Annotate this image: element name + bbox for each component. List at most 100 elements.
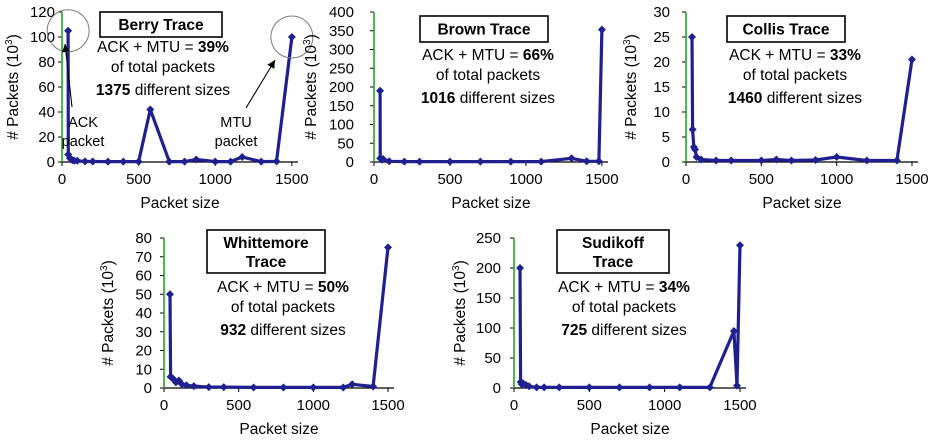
data-point xyxy=(540,383,549,392)
data-point xyxy=(238,153,247,161)
data-point xyxy=(309,383,318,392)
x-tick-label: 1500 xyxy=(723,397,756,414)
data-point xyxy=(180,157,189,166)
data-point xyxy=(732,381,741,390)
x-axis-label: Packet size xyxy=(451,195,530,212)
chart-title-box xyxy=(99,11,223,38)
y-tick-label: 300 xyxy=(329,42,354,59)
different-sizes: 1016 different sizes xyxy=(421,90,555,107)
data-point xyxy=(506,157,515,166)
chart-title: Trace xyxy=(246,254,287,271)
data-point xyxy=(582,157,591,166)
x-tick-label: 500 xyxy=(749,171,774,188)
y-axis-label: # Packets (103) xyxy=(99,260,117,366)
different-sizes-label: different sizes xyxy=(246,322,346,339)
chart-title: Brown Trace xyxy=(437,22,530,39)
ack-mtu-share: ACK + MTU = 66% xyxy=(422,47,554,64)
data-point xyxy=(165,157,174,166)
y-axis-label-close: ) xyxy=(100,260,117,265)
data-point xyxy=(165,290,174,299)
callout-arrow xyxy=(245,59,276,109)
ack-mtu-label: ACK + MTU = xyxy=(217,279,318,296)
y-tick-label: 150 xyxy=(329,98,354,115)
y-tick-label: 100 xyxy=(476,320,501,337)
data-point xyxy=(134,157,143,166)
y-tick-label: 15 xyxy=(653,79,670,96)
different-sizes: 932 different sizes xyxy=(220,322,346,339)
data-point xyxy=(189,382,198,391)
callout-label: ACK xyxy=(68,115,98,131)
data-point xyxy=(537,157,546,166)
ack-mtu-label: ACK + MTU = xyxy=(97,39,198,56)
data-point xyxy=(103,157,112,166)
x-tick-label: 500 xyxy=(577,397,602,414)
data-point xyxy=(369,382,378,391)
x-tick-label: 0 xyxy=(58,171,66,188)
chart-title: Trace xyxy=(593,254,634,271)
y-tick-label: 200 xyxy=(329,79,354,96)
ack-mtu-label: ACK + MTU = xyxy=(729,47,830,64)
x-tick-label: 1000 xyxy=(509,171,542,188)
y-tick-label: 20 xyxy=(38,129,55,146)
data-point xyxy=(348,380,357,389)
chart-title: Berry Trace xyxy=(118,17,204,34)
data-point xyxy=(772,155,781,164)
y-tick-label: 0 xyxy=(662,154,670,171)
of-total-packets: of total packets xyxy=(231,299,336,316)
different-sizes-count: 1375 xyxy=(96,82,131,99)
y-axis-label-text: # Packets (10 xyxy=(5,45,22,140)
y-tick-label: 0 xyxy=(144,380,152,397)
y-tick-label: 30 xyxy=(653,4,670,21)
different-sizes: 725 different sizes xyxy=(561,322,687,339)
x-tick-label: 0 xyxy=(682,171,690,188)
data-point xyxy=(675,383,684,392)
y-tick-label: 250 xyxy=(329,60,354,77)
data-point xyxy=(532,383,541,392)
data-point xyxy=(146,105,155,114)
x-axis-label: Packet size xyxy=(239,421,318,438)
ack-mtu-percent: 50% xyxy=(318,279,349,296)
y-tick-label: 100 xyxy=(329,117,354,134)
callout-label: packet xyxy=(215,134,258,150)
data-point xyxy=(445,157,454,166)
different-sizes-label: different sizes xyxy=(455,90,555,107)
y-tick-label: 50 xyxy=(484,350,501,367)
x-tick-label: 500 xyxy=(226,397,251,414)
data-point xyxy=(385,157,394,166)
chart-title-box xyxy=(726,15,846,43)
y-axis-label-close: ) xyxy=(303,34,320,39)
chart-panel: 0 20 40 60 80 100 120 0 500 1000 1500 Packet size # … xyxy=(4,4,314,212)
y-tick-label: 10 xyxy=(135,361,152,378)
data-point xyxy=(287,33,296,41)
data-point xyxy=(211,157,220,166)
data-point xyxy=(555,383,564,392)
y-axis-label-text: # Packets (10 xyxy=(452,271,469,366)
y-tick-label: 40 xyxy=(38,104,55,121)
data-point xyxy=(811,156,820,164)
ack-mtu-share: ACK + MTU = 39% xyxy=(97,39,229,56)
different-sizes-label: different sizes xyxy=(587,322,687,339)
callout-circle xyxy=(270,15,314,59)
y-tick-label: 80 xyxy=(135,230,152,247)
data-point xyxy=(219,383,228,392)
data-point xyxy=(192,155,201,164)
chart-title: Sudikoff xyxy=(582,235,645,252)
x-tick-label: 1500 xyxy=(275,171,308,188)
x-tick-label: 1000 xyxy=(199,171,232,188)
data-point xyxy=(585,383,594,392)
data-point xyxy=(712,156,721,165)
x-tick-label: 1500 xyxy=(895,171,928,188)
y-tick-label: 100 xyxy=(30,29,55,46)
y-tick-label: 200 xyxy=(476,260,501,277)
y-tick-label: 25 xyxy=(653,29,670,46)
ack-mtu-percent: 66% xyxy=(523,47,554,64)
y-axis-label-superscript: 3 xyxy=(4,39,15,45)
of-total-packets: of total packets xyxy=(111,59,216,76)
x-tick-label: 0 xyxy=(370,171,378,188)
data-point xyxy=(249,383,258,392)
data-point xyxy=(73,156,82,165)
data-point xyxy=(339,383,348,392)
